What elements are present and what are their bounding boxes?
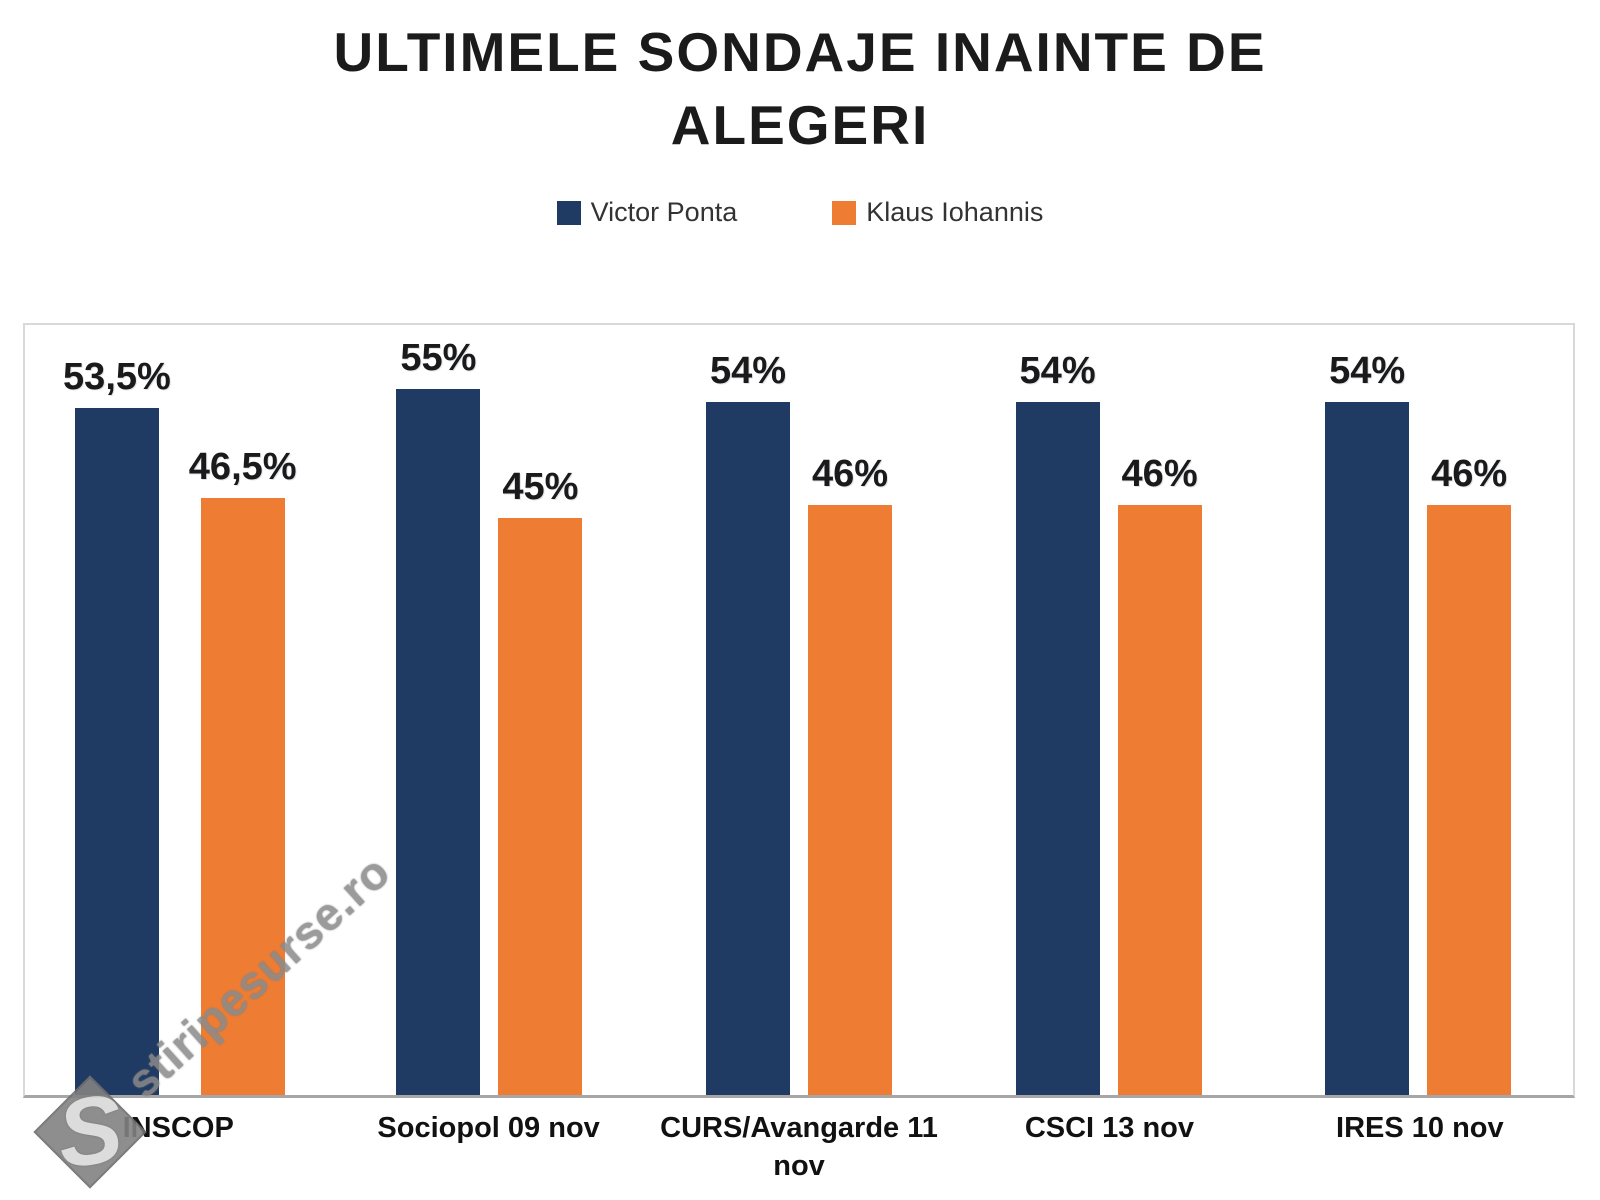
bar-with-label: 46%: [807, 325, 892, 1095]
legend: Victor Ponta Klaus Iohannis: [0, 197, 1600, 228]
bar-group: 53,5% 46,5%: [25, 325, 335, 1095]
bar-with-label: 46,5%: [189, 325, 297, 1095]
bar-with-label: 46%: [1427, 325, 1512, 1095]
category-axis: INSCOP Sociopol 09 nov CURS/Avangarde 11 n…: [23, 1110, 1575, 1185]
bar-pair: 54% 46%: [644, 325, 954, 1095]
bar-klaus-iohannis: [200, 498, 285, 1095]
bar-with-label: 53,5%: [63, 325, 171, 1095]
chart-title: ULTIMELE SONDAJE INAINTE DE ALEGERI: [333, 21, 1267, 156]
bar-value-label: 54%: [1019, 350, 1096, 392]
legend-label: Klaus Iohannis: [866, 197, 1044, 228]
bar-with-label: 54%: [1015, 325, 1100, 1095]
bar-klaus-iohannis: [1117, 504, 1202, 1095]
bar-value-label: 46%: [1431, 452, 1508, 495]
bar-value-label: 46%: [811, 452, 889, 495]
bar-value-label: 45%: [502, 465, 579, 508]
bar-pair: 54% 46%: [954, 325, 1264, 1095]
bar-victor-ponta: [74, 408, 159, 1095]
bar-pair: 54% 46%: [1263, 325, 1573, 1095]
bar-value-label: 54%: [709, 350, 787, 392]
bar-klaus-iohannis: [807, 504, 892, 1095]
bar-chart: 53,5% 46,5% 55% 45% 54% 46% 54% 46% 54% 46% INSCO…: [23, 323, 1575, 1185]
bar-victor-ponta: [705, 402, 790, 1095]
bar-with-label: 55%: [396, 325, 481, 1095]
bar-value-label: 53,5%: [63, 356, 171, 399]
bar-klaus-iohannis: [498, 517, 583, 1095]
category-label: INSCOP: [122, 1112, 234, 1144]
bar-victor-ponta: [1325, 402, 1410, 1095]
bar-pair: 55% 45%: [335, 325, 645, 1095]
category-label: Sociopol 09 nov: [377, 1112, 600, 1144]
bar-value-label: 46%: [1121, 452, 1198, 495]
bar-with-label: 46%: [1117, 325, 1202, 1095]
legend-swatch-orange: [832, 200, 857, 225]
bar-group: 55% 45%: [335, 325, 645, 1095]
bar-with-label: 54%: [705, 325, 790, 1095]
category-label: CURS/Avangarde 11 nov: [660, 1112, 938, 1182]
category-label: CSCI 13 nov: [1024, 1112, 1195, 1144]
bar-group: 54% 46%: [1263, 325, 1573, 1095]
bar-with-label: 54%: [1325, 325, 1410, 1095]
bar-groups: 53,5% 46,5% 55% 45% 54% 46% 54% 46% 54% 46%: [25, 325, 1573, 1095]
bar-group: 54% 46%: [644, 325, 954, 1095]
bar-victor-ponta: [1015, 402, 1100, 1095]
legend-label: Victor Ponta: [590, 197, 738, 228]
plot-area: 53,5% 46,5% 55% 45% 54% 46% 54% 46% 54% 46%: [23, 323, 1575, 1098]
category-label: IRES 10 nov: [1336, 1112, 1504, 1144]
legend-item-klaus-iohannis: Klaus Iohannis: [832, 197, 1043, 228]
bar-value-label: 54%: [1329, 350, 1406, 392]
bar-klaus-iohannis: [1427, 504, 1512, 1095]
bar-value-label: 46,5%: [188, 446, 297, 489]
bar-group: 54% 46%: [954, 325, 1264, 1095]
bar-pair: 53,5% 46,5%: [25, 325, 335, 1095]
legend-swatch-navy: [556, 200, 581, 225]
bar-value-label: 55%: [400, 337, 477, 380]
legend-item-victor-ponta: Victor Ponta: [556, 197, 738, 228]
bar-with-label: 45%: [498, 325, 583, 1095]
bar-victor-ponta: [396, 389, 481, 1095]
